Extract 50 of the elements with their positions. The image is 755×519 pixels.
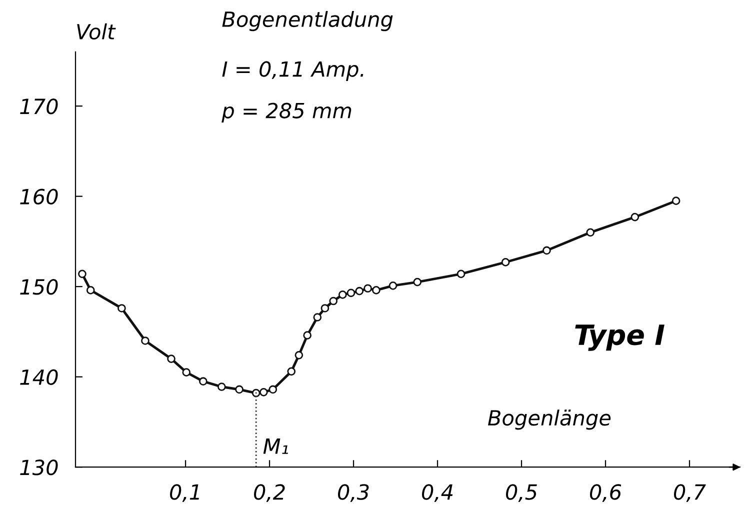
point <box>320 304 330 312</box>
y-tick-label: 140 <box>20 369 58 386</box>
point <box>303 331 312 340</box>
point <box>268 385 278 394</box>
y-tick-label: 170 <box>20 98 58 114</box>
point <box>501 258 510 266</box>
point <box>287 367 296 376</box>
point <box>141 336 150 345</box>
x-tick-label: 0,7 <box>674 484 706 502</box>
point <box>346 288 356 298</box>
annotation: p = 285 mm <box>222 102 352 122</box>
point <box>586 228 595 237</box>
y-tick-label: 150 <box>20 279 58 295</box>
point <box>329 296 338 306</box>
x-tick-label: 0,5 <box>506 484 537 502</box>
point <box>259 388 268 396</box>
point <box>86 286 95 294</box>
point <box>355 286 364 296</box>
point <box>235 385 244 394</box>
annotation: I = 0,11 Amp. <box>222 61 364 81</box>
y-tick-label: 160 <box>20 188 58 205</box>
point <box>364 284 372 293</box>
point <box>630 212 640 222</box>
x-tick-label: 0,2 <box>254 484 285 502</box>
point <box>542 246 551 255</box>
point <box>338 290 347 299</box>
point <box>413 278 422 286</box>
point <box>252 388 260 398</box>
x-axis-title: Bogenlänge <box>488 410 611 430</box>
y-axis-title: Volt <box>77 23 116 40</box>
point <box>199 377 208 386</box>
point <box>182 368 191 376</box>
point <box>118 304 126 312</box>
x-tick-label: 0,4 <box>422 484 453 502</box>
x-tick-label: 0,3 <box>338 484 369 502</box>
ref-line-label: M₁ <box>263 438 288 454</box>
x-tick-label: 0,6 <box>590 484 622 502</box>
annotation: Type I <box>575 324 664 351</box>
point <box>672 196 680 205</box>
point <box>372 286 380 294</box>
point <box>217 382 226 391</box>
y-tick-label: 130 <box>20 460 58 476</box>
point <box>78 270 86 278</box>
x-tick-label: 0,1 <box>170 484 199 502</box>
point <box>167 354 176 363</box>
point <box>294 351 304 360</box>
point <box>313 313 322 322</box>
chart-title: Bogenentladung <box>222 10 393 32</box>
point <box>388 282 398 290</box>
point <box>456 270 466 278</box>
